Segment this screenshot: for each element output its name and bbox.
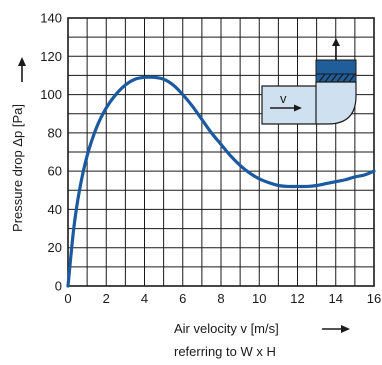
grid: [67, 17, 375, 287]
x-tick-label: 2: [103, 291, 110, 306]
y-tick-label: 80: [48, 125, 62, 140]
y-tick-label: 140: [40, 11, 62, 26]
x-axis-arrow-icon: [322, 325, 350, 333]
y-tick-label: 60: [48, 164, 62, 179]
duct-bend-with-filter-icon: [261, 38, 357, 125]
x-tick-label: 8: [217, 291, 224, 306]
y-tick-label: 20: [48, 240, 62, 255]
x-axis-title: Air velocity v [m/s]: [174, 321, 279, 336]
y-tick-label: 0: [55, 279, 62, 294]
x-tick-label: 16: [367, 291, 381, 306]
x-tick-label: 10: [252, 291, 266, 306]
y-tick-labels: 0 20 40 60 80 100 120 140: [40, 11, 62, 294]
y-tick-label: 40: [48, 202, 62, 217]
x-tick-label: 4: [141, 291, 148, 306]
series-line-pressure-drop: [66, 75, 376, 288]
y-axis-arrow-icon: [18, 57, 26, 82]
x-tick-label: 12: [290, 291, 304, 306]
y-tick-label: 120: [40, 49, 62, 64]
x-tick-label: 6: [179, 291, 186, 306]
inset-velocity-label: v: [280, 91, 287, 106]
x-tick-label: 0: [64, 291, 71, 306]
y-axis-title: Pressure drop Δp [Pa]: [10, 104, 25, 232]
plot-frame: [67, 17, 375, 287]
x-tick-label: 14: [329, 291, 343, 306]
x-tick-labels: 0 2 4 6 8 10 12 14 16: [64, 291, 381, 306]
x-axis-note: referring to W x H: [174, 344, 276, 359]
y-tick-label: 100: [40, 87, 62, 102]
